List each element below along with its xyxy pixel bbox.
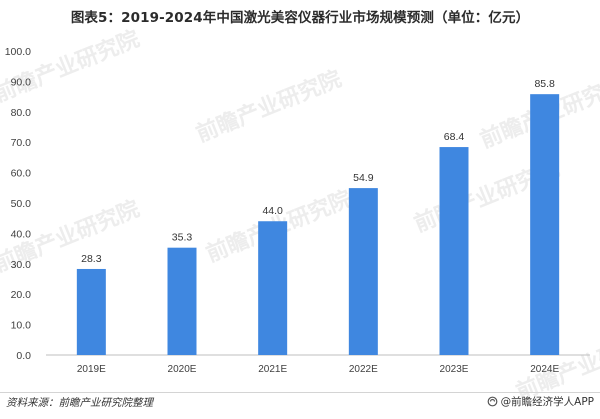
y-tick-label: 100.0 (5, 46, 31, 58)
bar (439, 147, 469, 355)
footer-source: 资料来源：前瞻产业研究院整理 (6, 397, 153, 409)
watermark-text: 前瞻产业研究院 (0, 26, 143, 107)
y-tick-label: 30.0 (11, 259, 32, 271)
bar (76, 268, 106, 355)
footer-divider (0, 392, 600, 393)
x-tick-label: 2019E (77, 364, 106, 375)
data-label: 28.3 (81, 253, 102, 265)
watermark-text: 前瞻产业研究院 (193, 66, 345, 147)
footer-brand-text: @前瞻经济学人APP (500, 396, 594, 408)
chart-title: 图表5：2019-2024年中国激光美容仪器行业市场规模预测（单位：亿元） (70, 10, 530, 26)
y-tick-label: 20.0 (11, 289, 32, 301)
data-label: 85.8 (534, 78, 555, 90)
y-tick-label: 70.0 (11, 137, 32, 149)
y-tick-label: 40.0 (11, 228, 32, 240)
data-label: 35.3 (172, 232, 193, 244)
bars (76, 94, 560, 355)
y-tick-label: 60.0 (11, 168, 32, 180)
brand-logo-icon (487, 396, 498, 407)
x-tick-label: 2024E (530, 364, 559, 375)
x-tick-label: 2021E (258, 364, 287, 375)
y-tick-label: 10.0 (11, 320, 32, 332)
y-tick-label: 50.0 (11, 198, 32, 210)
y-tick-label: 0.0 (16, 350, 31, 362)
data-label: 44.0 (262, 205, 283, 217)
bar (167, 247, 197, 355)
x-tick-label: 2022E (349, 364, 378, 375)
bar (258, 221, 288, 355)
data-labels: 28.3 35.3 44.0 54.9 68.4 85.8 (81, 78, 555, 265)
footer-brand: @前瞻经济学人APP (487, 394, 594, 409)
data-label: 54.9 (353, 172, 374, 184)
axes: 0.0 10.0 20.0 30.0 40.0 50.0 60.0 70.0 80.0 90.0 1… (5, 46, 590, 375)
x-tick-label: 2023E (440, 364, 469, 375)
x-tick-label: 2020E (168, 364, 197, 375)
y-tick-label: 80.0 (11, 107, 32, 119)
data-label: 68.4 (444, 131, 465, 143)
y-tick-label: 90.0 (11, 76, 32, 88)
bar (348, 188, 378, 355)
bar (530, 94, 560, 355)
